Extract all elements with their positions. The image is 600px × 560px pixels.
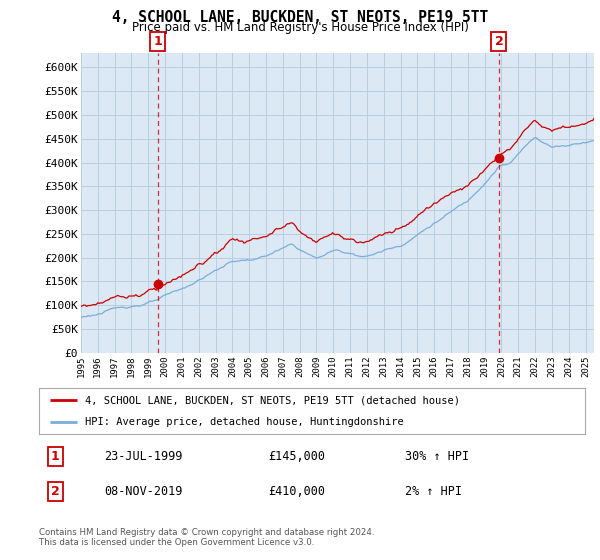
Text: Price paid vs. HM Land Registry's House Price Index (HPI): Price paid vs. HM Land Registry's House … [131, 21, 469, 34]
Text: 23-JUL-1999: 23-JUL-1999 [104, 450, 183, 463]
Text: £410,000: £410,000 [268, 485, 325, 498]
Text: HPI: Average price, detached house, Huntingdonshire: HPI: Average price, detached house, Hunt… [85, 417, 404, 427]
Text: 1: 1 [51, 450, 60, 463]
Text: 4, SCHOOL LANE, BUCKDEN, ST NEOTS, PE19 5TT: 4, SCHOOL LANE, BUCKDEN, ST NEOTS, PE19 … [112, 10, 488, 25]
Text: 4, SCHOOL LANE, BUCKDEN, ST NEOTS, PE19 5TT (detached house): 4, SCHOOL LANE, BUCKDEN, ST NEOTS, PE19 … [85, 395, 460, 405]
Text: 2: 2 [51, 485, 60, 498]
Text: 2% ↑ HPI: 2% ↑ HPI [405, 485, 462, 498]
Text: 1: 1 [154, 35, 162, 48]
Text: 08-NOV-2019: 08-NOV-2019 [104, 485, 183, 498]
Text: 30% ↑ HPI: 30% ↑ HPI [405, 450, 469, 463]
Text: 2: 2 [494, 35, 503, 48]
Text: £145,000: £145,000 [268, 450, 325, 463]
Text: Contains HM Land Registry data © Crown copyright and database right 2024.
This d: Contains HM Land Registry data © Crown c… [39, 528, 374, 547]
